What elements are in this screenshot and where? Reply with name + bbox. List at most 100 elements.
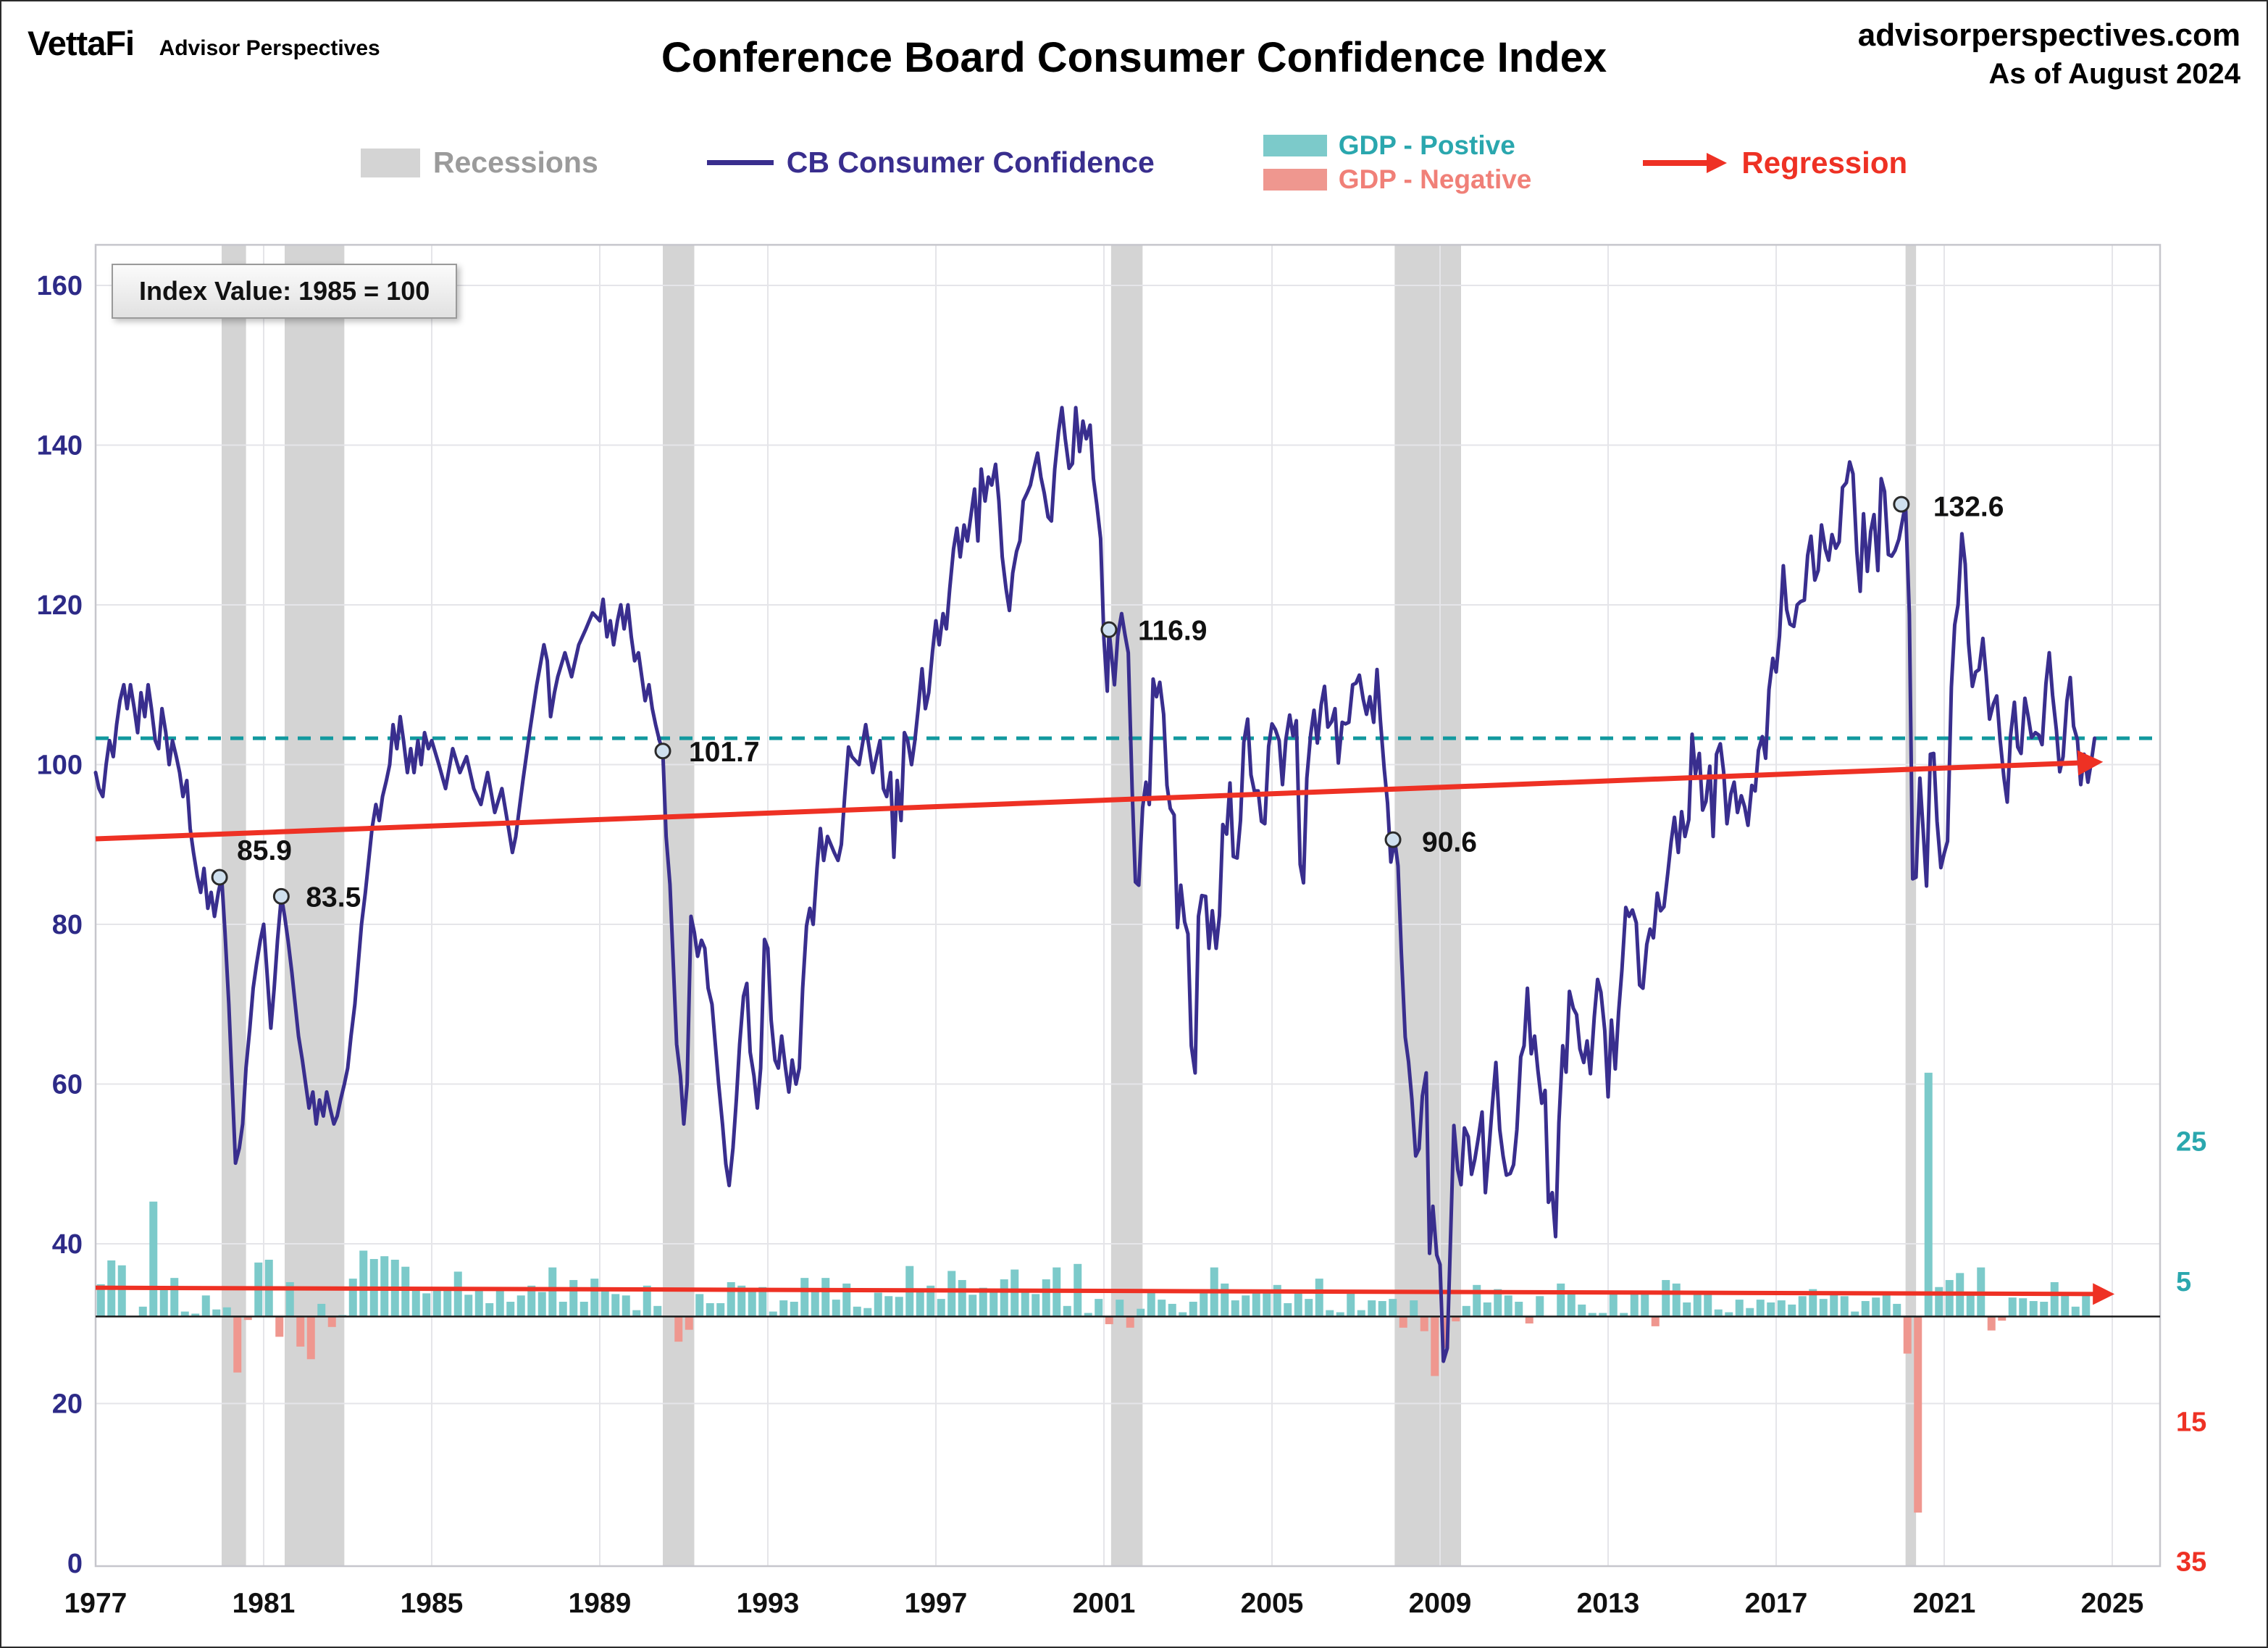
- gdp-negative-swatch: [1263, 169, 1327, 191]
- gdp-bar-positive: [2029, 1301, 2038, 1317]
- gdp-bar-positive: [1326, 1310, 1334, 1317]
- regression-arrow-icon: [1643, 152, 1728, 173]
- gdp-bar-positive: [979, 1287, 987, 1317]
- gdp-bar-positive: [117, 1265, 126, 1317]
- gdp-bar-positive: [590, 1279, 599, 1317]
- gdp-bar-positive: [1473, 1284, 1481, 1317]
- legend-gdp-negative: GDP - Negative: [1263, 164, 1531, 195]
- y-axis-label: 0: [67, 1549, 83, 1579]
- gdp-bar-positive: [1158, 1300, 1166, 1317]
- gdp-bar-positive: [1042, 1279, 1050, 1317]
- gdp-bar-positive: [1378, 1301, 1386, 1317]
- x-axis-label: 1985: [401, 1588, 464, 1619]
- gdp-bar-positive: [1830, 1292, 1838, 1317]
- recession-band: [1110, 245, 1143, 1566]
- annotation-label: 116.9: [1138, 615, 1207, 646]
- gdp-bar-positive: [348, 1279, 357, 1317]
- annotation-label: 101.7: [689, 737, 760, 768]
- gdp-bar-positive: [1504, 1295, 1512, 1317]
- gdp-bar-positive: [1840, 1296, 1849, 1317]
- vettafi-logo: VettaFi: [28, 24, 135, 62]
- gdp-bar-positive: [537, 1292, 546, 1317]
- x-axis-label: 2017: [1745, 1588, 1808, 1619]
- gdp-bar-positive: [1305, 1299, 1313, 1317]
- gdp-bar-positive: [1746, 1308, 1754, 1317]
- gdp-bar-positive: [1620, 1313, 1628, 1317]
- annotation-point: [1100, 621, 1118, 638]
- legend-confidence: CB Consumer Confidence: [706, 146, 1155, 180]
- confidence-line: [93, 406, 2097, 1363]
- gdp-bar-positive: [1662, 1280, 1670, 1317]
- gdp-bar-positive: [1483, 1302, 1491, 1317]
- plot-border: [94, 243, 2162, 1568]
- gdp-bar-positive: [579, 1302, 588, 1317]
- gdp-axis-label: 5: [2176, 1267, 2191, 1297]
- gdp-bar-negative: [1420, 1316, 1428, 1331]
- gdp-bar-positive: [1536, 1296, 1544, 1317]
- gdp-bar-positive: [1693, 1293, 1702, 1317]
- confidence-regression-line: [95, 750, 2104, 842]
- gdp-bar-positive: [1315, 1279, 1323, 1317]
- gdp-bar-positive: [958, 1280, 966, 1317]
- gdp-bar-positive: [611, 1294, 620, 1317]
- gdp-bar-negative: [243, 1316, 252, 1321]
- source-block: advisorperspectives.com As of August 202…: [1858, 17, 2240, 91]
- y-axis-label: 140: [37, 431, 83, 461]
- gdp-bar-positive: [832, 1300, 840, 1317]
- gdp-bar-positive: [653, 1305, 662, 1317]
- gdp-bar-positive: [191, 1313, 200, 1317]
- gdp-bar-positive: [1578, 1304, 1586, 1317]
- gdp-bar-positive: [758, 1287, 767, 1317]
- gdp-bar-positive: [1284, 1302, 1292, 1317]
- gdp-bar-positive: [1872, 1297, 1880, 1317]
- legend-confidence-label: CB Consumer Confidence: [786, 146, 1155, 179]
- gdp-bar-positive: [1599, 1313, 1607, 1317]
- x-axis-label: 2021: [1913, 1588, 1976, 1619]
- gdp-bar-positive: [380, 1256, 389, 1317]
- gdp-bar-positive: [1935, 1287, 1943, 1317]
- gdp-bar-positive: [695, 1294, 704, 1317]
- gdp-bar-positive: [212, 1309, 221, 1317]
- gdp-bar-positive: [632, 1310, 641, 1317]
- gdp-bar-positive: [2008, 1297, 2017, 1317]
- gdp-bar-positive: [201, 1295, 210, 1317]
- gdp-bar-positive: [495, 1287, 504, 1317]
- gdp-bar-positive: [968, 1294, 977, 1317]
- gdp-bar-positive: [947, 1271, 956, 1317]
- y-axis-label: 60: [52, 1070, 83, 1100]
- gdp-bar-positive: [884, 1296, 893, 1317]
- gdp-bar-positive: [1273, 1284, 1281, 1317]
- gdp-bar-positive: [527, 1285, 536, 1317]
- gdp-bar-positive: [1798, 1296, 1807, 1317]
- gdp-bar-positive: [1221, 1283, 1229, 1317]
- gdp-bar-positive: [937, 1299, 945, 1317]
- gdp-bar-positive: [1147, 1292, 1155, 1317]
- gdp-bar-positive: [1819, 1299, 1828, 1317]
- gdp-axis-label: 15: [2176, 1407, 2206, 1437]
- gdp-bar-positive: [2082, 1295, 2091, 1317]
- gdp-bar-positive: [800, 1278, 809, 1317]
- gdp-bar-positive: [706, 1302, 714, 1317]
- gdp-bar-negative: [1399, 1316, 1407, 1328]
- gdp-bar-positive: [863, 1308, 872, 1317]
- gdp-bar-positive: [1641, 1294, 1649, 1317]
- gdp-bar-positive: [1767, 1302, 1775, 1317]
- gdp-bar-positive: [601, 1287, 609, 1317]
- legend-gdp-positive-label: GDP - Postive: [1338, 130, 1515, 160]
- gdp-bar-positive: [622, 1295, 630, 1317]
- y-axis-label: 160: [37, 271, 83, 301]
- gdp-bar-positive: [895, 1297, 903, 1317]
- x-axis-label: 1981: [233, 1588, 296, 1619]
- gdp-bar-negative: [327, 1316, 336, 1327]
- gdp-bar-positive: [1609, 1291, 1618, 1317]
- gdp-bar-negative: [1126, 1316, 1134, 1328]
- gdp-bar-positive: [1567, 1294, 1576, 1317]
- gdp-bar-positive: [1189, 1302, 1197, 1317]
- annotation-label: 90.6: [1422, 827, 1477, 858]
- gdp-bar-positive: [1347, 1292, 1355, 1317]
- gdp-bar-negative: [1903, 1316, 1912, 1354]
- gdp-bar-positive: [989, 1289, 998, 1317]
- gdp-bar-positive: [1357, 1310, 1365, 1317]
- gdp-bar-positive: [285, 1281, 294, 1317]
